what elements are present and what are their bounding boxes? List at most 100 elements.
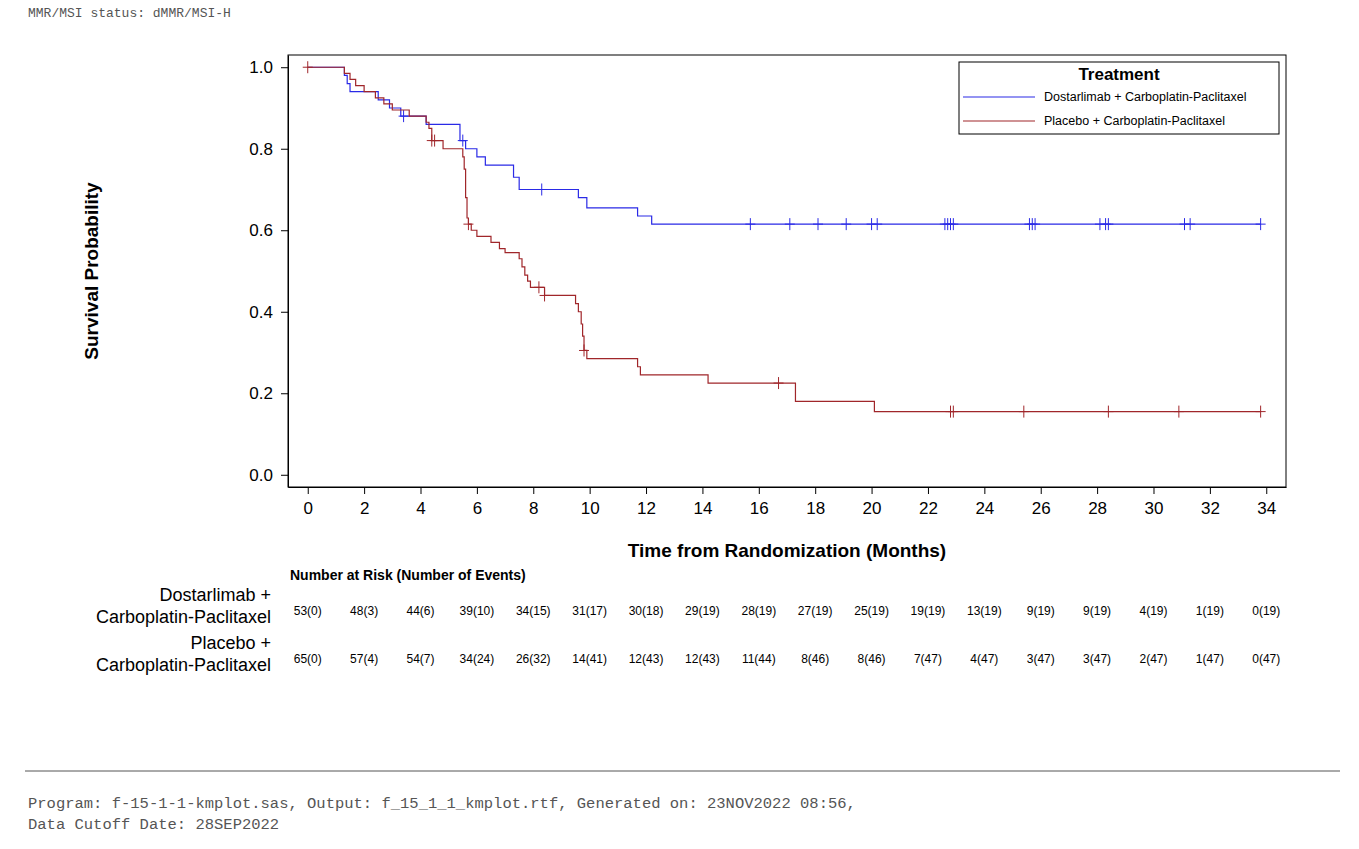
tick-label: 28	[1088, 499, 1107, 518]
censor-mark	[948, 218, 958, 230]
y-axis-title: Survival Probability	[81, 182, 102, 360]
tick-mark	[702, 487, 703, 494]
tick: 34	[1257, 487, 1276, 518]
tick-mark	[1153, 487, 1154, 494]
tick-label: 22	[919, 499, 938, 518]
risk-cell: 3(47)	[1083, 652, 1111, 666]
tick: 0.6	[249, 221, 288, 240]
tick: 16	[750, 487, 769, 518]
tick-label: 0.8	[249, 140, 273, 159]
tick: 0.8	[249, 140, 288, 159]
risk-cell: 57(4)	[350, 652, 378, 666]
risk-cell: 54(7)	[406, 652, 434, 666]
censor-mark	[813, 218, 823, 230]
risk-cell: 0(47)	[1252, 652, 1280, 666]
chart: MMR/MSI status: dMMR/MSI-H02468101214161…	[0, 0, 1359, 849]
risk-cell: 44(6)	[406, 604, 434, 618]
risk-cell: 13(19)	[967, 604, 1002, 618]
legend-box	[959, 62, 1279, 134]
risk-cell: 34(15)	[516, 604, 551, 618]
risk-cell: 26(32)	[516, 652, 551, 666]
tick: 30	[1145, 487, 1164, 518]
risk-cell: 65(0)	[294, 652, 322, 666]
censor-mark	[1103, 406, 1113, 418]
survival-curve	[308, 67, 1261, 224]
tick-label: 4	[416, 499, 425, 518]
tick: 0.2	[249, 384, 288, 403]
tick-label: 26	[1032, 499, 1051, 518]
censor-mark	[540, 289, 550, 301]
tick-mark	[1041, 487, 1042, 494]
tick-label: 10	[581, 499, 600, 518]
risk-cell: 14(41)	[572, 652, 607, 666]
censor-mark	[872, 218, 882, 230]
tick-mark	[815, 487, 816, 494]
footnote: Data Cutoff Date: 28SEP2022	[28, 816, 279, 834]
tick: 1.0	[249, 58, 288, 77]
risk-cell: 31(17)	[572, 604, 607, 618]
risk-row-label: Placebo +	[190, 633, 271, 653]
censor-mark	[1030, 218, 1040, 230]
censor-mark	[430, 135, 440, 147]
axis-line	[288, 56, 289, 488]
censor-mark	[458, 135, 468, 147]
censor-mark	[579, 344, 589, 356]
legend-swatch	[963, 96, 1035, 97]
tick-mark	[533, 487, 534, 494]
censor-mark	[1103, 218, 1113, 230]
legend-swatch	[963, 120, 1035, 121]
tick-label: 6	[473, 499, 482, 518]
censor-mark	[1256, 406, 1266, 418]
tick-label: 14	[693, 499, 712, 518]
tick-mark	[364, 487, 365, 494]
tick-mark	[590, 487, 591, 494]
tick-label: 1.0	[249, 58, 273, 77]
tick: 12	[637, 487, 656, 518]
censor-mark	[1019, 406, 1029, 418]
legend-label: Dostarlimab + Carboplatin-Paclitaxel	[1044, 90, 1247, 104]
x-axis-title: Time from Randomization (Months)	[628, 540, 946, 561]
tick: 14	[693, 487, 712, 518]
tick-label: 18	[806, 499, 825, 518]
plot-frame	[288, 55, 1286, 487]
risk-cell: 7(47)	[914, 652, 942, 666]
tick-mark	[281, 67, 288, 68]
risk-cell: 34(24)	[460, 652, 495, 666]
risk-cell: 53(0)	[294, 604, 322, 618]
tick: 26	[1032, 487, 1051, 518]
risk-cell: 19(19)	[911, 604, 946, 618]
tick-mark	[646, 487, 647, 494]
tick-mark	[928, 487, 929, 494]
tick-mark	[281, 230, 288, 231]
risk-cell: 39(10)	[460, 604, 495, 618]
tick-mark	[1210, 487, 1211, 494]
tick-mark	[984, 487, 985, 494]
subtitle: MMR/MSI status: dMMR/MSI-H	[28, 6, 231, 21]
x-axis: 0246810121416182022242628303234	[289, 487, 1287, 518]
censor-mark	[1174, 406, 1184, 418]
tick-mark	[281, 393, 288, 394]
tick-mark	[421, 487, 422, 494]
risk-cell: 12(43)	[629, 652, 664, 666]
tick: 18	[806, 487, 825, 518]
plot-area	[303, 61, 1266, 417]
tick: 8	[529, 487, 538, 518]
risk-cell: 25(19)	[854, 604, 889, 618]
censor-mark	[948, 406, 958, 418]
tick-label: 16	[750, 499, 769, 518]
risk-cell: 1(19)	[1196, 604, 1224, 618]
tick-mark	[281, 312, 288, 313]
risk-cell: 27(19)	[798, 604, 833, 618]
axis-line	[289, 487, 1287, 488]
tick: 0	[304, 487, 313, 518]
tick: 32	[1201, 487, 1220, 518]
tick: 28	[1088, 487, 1107, 518]
tick: 6	[473, 487, 482, 518]
tick-label: 0.6	[249, 221, 273, 240]
censor-mark	[537, 183, 547, 195]
footnote: Program: f-15-1-1-kmplot.sas, Output: f_…	[28, 795, 856, 813]
risk-cell: 8(46)	[858, 652, 886, 666]
risk-cell: 0(19)	[1252, 604, 1280, 618]
censor-mark	[841, 218, 851, 230]
tick-mark	[308, 487, 309, 494]
